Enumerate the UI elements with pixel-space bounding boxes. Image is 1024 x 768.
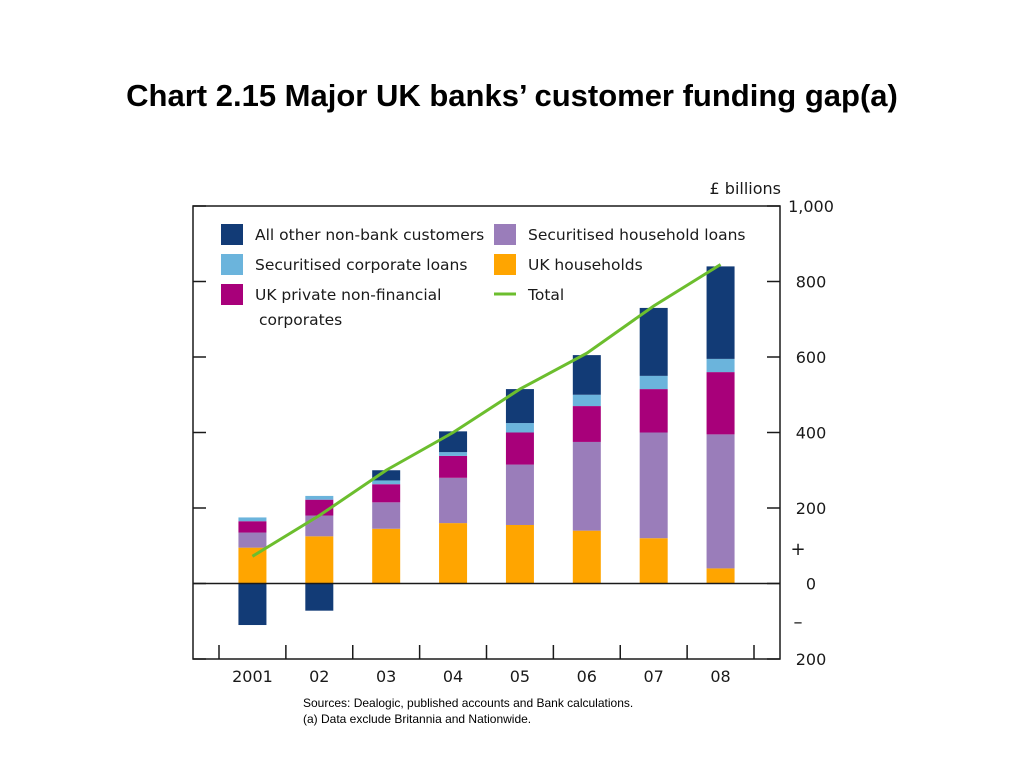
x-tick-label: 03: [376, 667, 396, 686]
bar-segment-uk-households-04: [439, 523, 468, 584]
bar-segment-uk-households-03: [372, 528, 401, 584]
bar-segment-all-other-non-bank-customers-02: [305, 583, 334, 611]
bar-segment-all-other-non-bank-customers-2001: [238, 583, 267, 626]
bar-segment-uk-households-06: [572, 530, 601, 584]
y-tick-label: 1,000: [788, 197, 834, 216]
bar-segment-securitised-corporate-loans-2001: [238, 517, 267, 522]
bar-segment-all-other-non-bank-customers-06: [572, 355, 601, 395]
bar-segment-securitised-household-loans-2001: [238, 532, 267, 548]
legend-swatch: [494, 224, 516, 245]
legend-label: UK private non-financial: [255, 286, 441, 304]
x-tick-label: 04: [443, 667, 463, 686]
footnotes: Sources: Dealogic, published accounts an…: [303, 695, 633, 727]
bar-segment-securitised-corporate-loans-05: [505, 423, 534, 433]
bar-segment-uk-households-07: [639, 538, 668, 584]
x-tick-labels: 2001 02 03 04 05 06 07 08: [232, 667, 731, 686]
total-line: [251, 263, 722, 558]
bar-segment-securitised-corporate-loans-06: [572, 394, 601, 407]
bar-segment-securitised-corporate-loans-07: [639, 375, 668, 390]
x-tick-label: 2001: [232, 667, 273, 686]
bar-segment-securitised-household-loans-05: [505, 464, 534, 525]
x-tick-label: 05: [510, 667, 530, 686]
legend: All other non-bank customers Securitised …: [221, 224, 745, 329]
x-tick-label: 02: [309, 667, 329, 686]
legend-label: UK households: [528, 256, 643, 274]
sources-note: Sources: Dealogic, published accounts an…: [303, 696, 634, 710]
bar-segment-uk-private-non-financial-corporates-06: [572, 406, 601, 442]
legend-swatch: [221, 284, 243, 305]
unit-label: £ billions: [710, 179, 781, 198]
y-tick-label: 400: [796, 424, 827, 443]
bar-segment-all-other-non-bank-customers-07: [639, 307, 668, 376]
y-tick-label: 800: [796, 273, 827, 292]
x-tick-label: 06: [577, 667, 597, 686]
legend-swatch: [221, 254, 243, 275]
bar-segment-uk-private-non-financial-corporates-03: [372, 484, 401, 503]
bar-stacks: [238, 266, 735, 626]
minus-sign-label: –: [794, 612, 803, 633]
bar-segment-uk-private-non-financial-corporates-2001: [238, 521, 267, 533]
legend-label: All other non-bank customers: [255, 226, 484, 244]
bar-segment-uk-private-non-financial-corporates-05: [505, 432, 534, 465]
legend-swatch: [494, 254, 516, 275]
bar-segment-uk-private-non-financial-corporates-04: [439, 455, 468, 478]
legend-label: Securitised corporate loans: [255, 256, 467, 274]
plus-sign-label: +: [790, 539, 805, 560]
bar-segment-securitised-corporate-loans-02: [305, 495, 334, 500]
bar-segment-securitised-corporate-loans-03: [372, 480, 401, 485]
legend-label: Securitised household loans: [528, 226, 745, 244]
bar-segment-uk-households-05: [505, 524, 534, 584]
bar-segment-securitised-household-loans-07: [639, 432, 668, 539]
axis-ticks: [193, 205, 780, 660]
bar-segment-all-other-non-bank-customers-04: [439, 431, 468, 453]
y-tick-label: 200: [796, 499, 827, 518]
legend-label: Total: [527, 286, 564, 304]
x-tick-label: 07: [644, 667, 664, 686]
bar-segment-securitised-corporate-loans-08: [706, 358, 735, 373]
y-tick-label: 600: [796, 348, 827, 367]
x-tick-label: 08: [710, 667, 730, 686]
bar-segment-uk-households-02: [305, 536, 334, 584]
legend-label-continued: corporates: [259, 311, 342, 329]
bar-segment-uk-households-2001: [238, 547, 267, 584]
bar-segment-all-other-non-bank-customers-08: [706, 266, 735, 359]
bar-segment-securitised-household-loans-02: [305, 515, 334, 537]
bar-segment-uk-households-08: [706, 568, 735, 584]
bar-segment-uk-private-non-financial-corporates-08: [706, 372, 735, 435]
chart-title: Chart 2.15 Major UK banks’ customer fund…: [126, 78, 898, 113]
bar-segment-uk-private-non-financial-corporates-07: [639, 389, 668, 433]
y-tick-label: 200: [796, 650, 827, 669]
bar-segment-securitised-corporate-loans-04: [439, 452, 468, 456]
bar-segment-all-other-non-bank-customers-03: [372, 470, 401, 481]
bar-segment-securitised-household-loans-08: [706, 434, 735, 569]
bar-segment-securitised-household-loans-06: [572, 441, 601, 531]
bar-segment-securitised-household-loans-03: [372, 502, 401, 529]
exclusion-note: (a) Data exclude Britannia and Nationwid…: [303, 712, 532, 726]
y-tick-label: 0: [806, 575, 816, 594]
y-tick-labels: 1,000 800 600 400 200 0 200: [788, 197, 834, 669]
bar-segment-securitised-household-loans-04: [439, 477, 468, 524]
legend-swatch: [221, 224, 243, 245]
